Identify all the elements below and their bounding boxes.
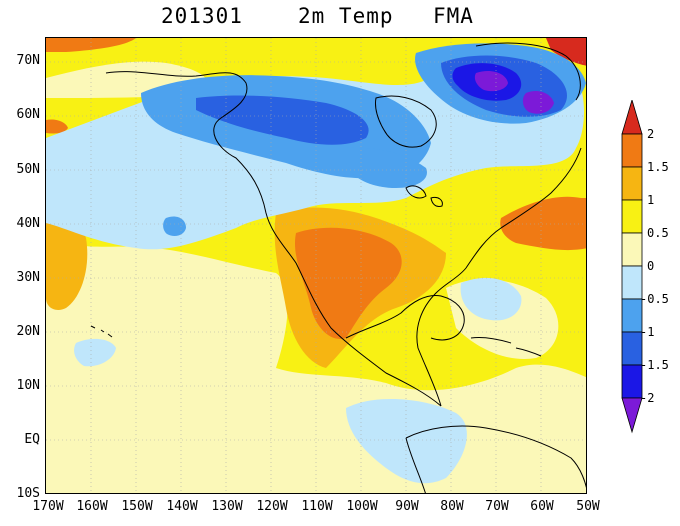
cool-medium-blue-dot bbox=[163, 216, 186, 236]
lon-label-60w: 60W bbox=[530, 499, 554, 514]
lon-label-150w: 150W bbox=[121, 499, 153, 514]
lon-label-50w: 50W bbox=[576, 499, 600, 514]
coastline-caribbean bbox=[470, 337, 542, 357]
lat-label-10n: 10N bbox=[16, 378, 40, 393]
lon-label-130w: 130W bbox=[211, 499, 243, 514]
coastline-north-america-east bbox=[416, 147, 582, 407]
colorbar-label-2: 2 bbox=[647, 127, 655, 141]
colorbar-label-0-5: 0.5 bbox=[647, 226, 669, 240]
coastline-greenland bbox=[475, 42, 581, 101]
lon-label-90w: 90W bbox=[395, 499, 419, 514]
strong-orange-mexico bbox=[294, 227, 402, 339]
cool-light-blue-gulf bbox=[460, 277, 522, 321]
colorbar-cap-bottom bbox=[621, 397, 643, 434]
strong-orange-atlantic bbox=[500, 196, 586, 251]
lat-label-eq: EQ bbox=[24, 432, 40, 447]
coastline-great-lakes bbox=[405, 185, 443, 207]
colorbar bbox=[621, 100, 643, 434]
extreme-warm-greenland bbox=[546, 38, 586, 66]
title-season: FMA bbox=[433, 4, 474, 28]
colorbar-label-neg-0-5: -0.5 bbox=[640, 292, 669, 306]
strong-orange-alaska-west bbox=[46, 119, 68, 134]
colorbar-label-neg-2: -2 bbox=[640, 391, 655, 405]
cold-blue-canada bbox=[196, 95, 369, 145]
coastline-gulf-of-mexico bbox=[345, 294, 465, 341]
colorbar-segment-7 bbox=[621, 331, 643, 366]
lat-label-50n: 50N bbox=[16, 162, 40, 177]
coastline-south-america bbox=[405, 425, 586, 493]
map-canvas bbox=[46, 38, 586, 493]
colorbar-segment-4 bbox=[621, 232, 643, 267]
lon-label-70w: 70W bbox=[485, 499, 509, 514]
lat-label-40n: 40N bbox=[16, 216, 40, 231]
coastline-hudson-bay bbox=[375, 95, 437, 148]
map-title: 201301 2m Temp FMA bbox=[0, 4, 680, 32]
lon-label-120w: 120W bbox=[256, 499, 288, 514]
lon-label-160w: 160W bbox=[76, 499, 108, 514]
colorbar-cap-top bbox=[621, 100, 643, 135]
colorbar-segment-6 bbox=[621, 298, 643, 333]
colorbar-segment-5 bbox=[621, 265, 643, 300]
colorbar-segment-8 bbox=[621, 364, 643, 399]
colorbar-label-1-5: 1.5 bbox=[647, 160, 669, 174]
lon-label-110w: 110W bbox=[301, 499, 333, 514]
extreme-cold-core bbox=[474, 71, 508, 92]
lat-label-70n: 70N bbox=[16, 53, 40, 68]
lon-label-100w: 100W bbox=[346, 499, 378, 514]
lon-label-170w: 170W bbox=[32, 499, 64, 514]
coastline-north-america-west bbox=[105, 71, 442, 407]
colorbar-segment-1 bbox=[621, 133, 643, 168]
cool-medium-blue-canada-south bbox=[346, 147, 427, 188]
title-period: 201301 bbox=[161, 4, 243, 28]
colorbar-label-neg-1: -1 bbox=[640, 325, 655, 339]
colorbar-label-0: 0 bbox=[647, 259, 655, 273]
lon-label-140w: 140W bbox=[166, 499, 198, 514]
title-variable: 2m Temp bbox=[298, 4, 394, 28]
lat-label-10s: 10S bbox=[16, 486, 40, 501]
colorbar-segment-2 bbox=[621, 166, 643, 201]
lat-label-20n: 20N bbox=[16, 324, 40, 339]
colorbar-label-neg-1-5: -1.5 bbox=[640, 358, 669, 372]
colorbar-label-1: 1 bbox=[647, 193, 655, 207]
anomaly-map bbox=[45, 37, 587, 494]
strong-orange-arctic-strip bbox=[46, 38, 136, 52]
colorbar-segment-3 bbox=[621, 199, 643, 234]
coastline-hawaii bbox=[90, 325, 113, 338]
coastlines bbox=[90, 42, 586, 493]
lat-label-30n: 30N bbox=[16, 270, 40, 285]
cool-light-blue-hawaii bbox=[74, 338, 116, 367]
extreme-cold-east bbox=[522, 91, 554, 114]
lat-label-60n: 60N bbox=[16, 107, 40, 122]
lon-label-80w: 80W bbox=[440, 499, 464, 514]
